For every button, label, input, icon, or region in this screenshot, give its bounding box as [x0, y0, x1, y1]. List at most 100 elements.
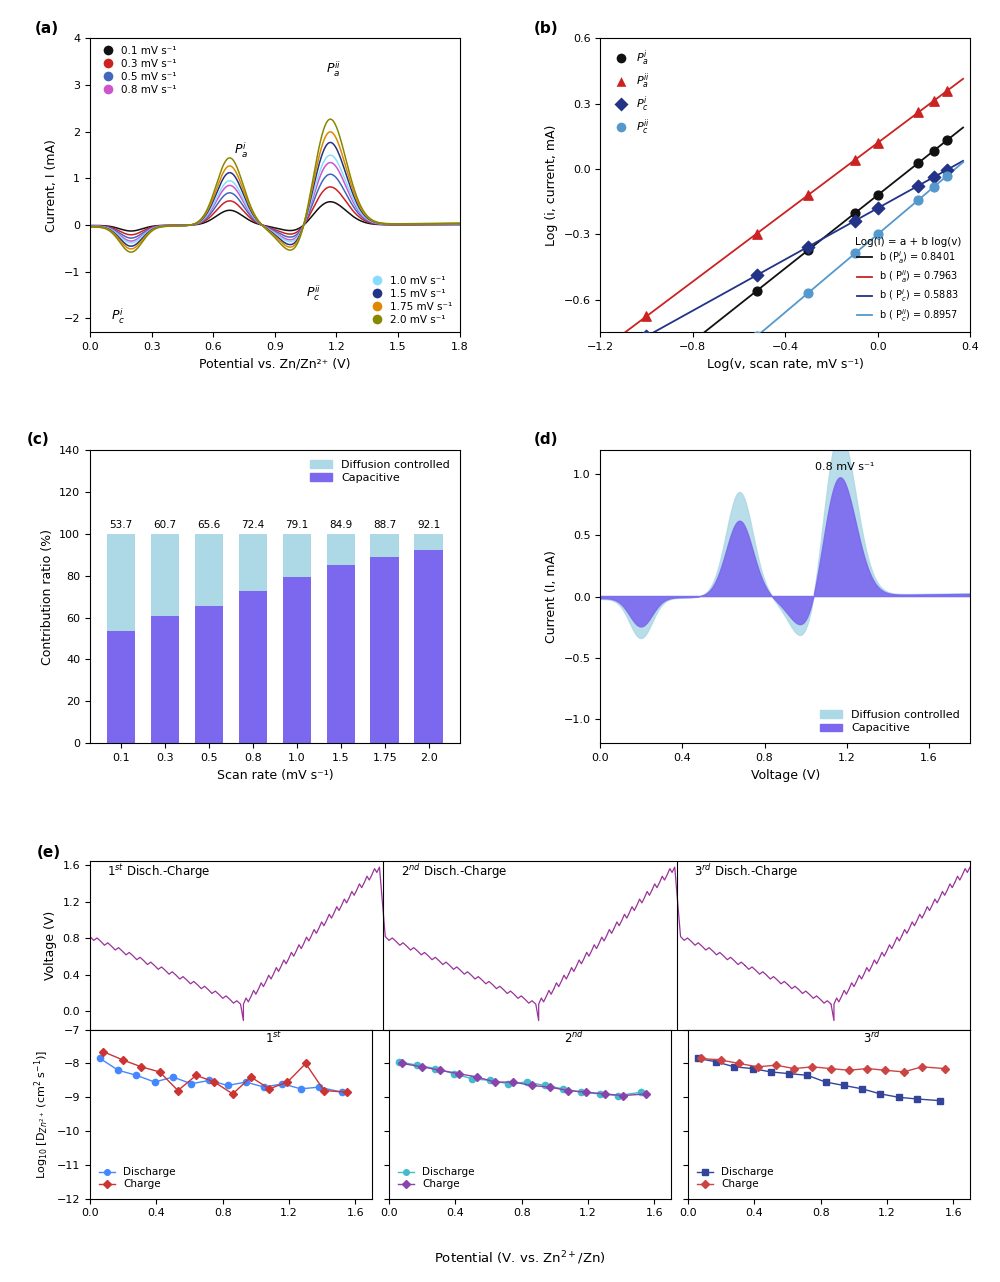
X-axis label: Log(v, scan rate, mV s⁻¹): Log(v, scan rate, mV s⁻¹) [707, 358, 864, 370]
Line: Discharge: Discharge [695, 1055, 943, 1104]
Point [926, 141, 942, 162]
Line: Charge: Charge [698, 1055, 948, 1076]
Bar [370, 533, 399, 558]
Charge [788, 1061, 800, 1077]
Y-axis label: Current, I (mA): Current, I (mA) [45, 138, 58, 232]
Point [870, 185, 886, 205]
Point [638, 419, 654, 440]
Discharge [874, 1086, 886, 1101]
Charge [806, 1059, 818, 1074]
Legend: Diffusion controlled, Capacitive: Diffusion controlled, Capacitive [816, 705, 964, 738]
Point [847, 210, 863, 231]
Charge [396, 1056, 408, 1072]
Text: 2$^{nd}$ Disch.-Charge: 2$^{nd}$ Disch.-Charge [401, 863, 507, 881]
Discharge [149, 1074, 161, 1090]
Point [638, 368, 654, 388]
Charge [825, 1061, 837, 1077]
Discharge [112, 1063, 124, 1078]
Charge [879, 1063, 891, 1078]
Charge [300, 1056, 312, 1072]
Text: 92.1: 92.1 [417, 520, 440, 531]
Discharge [295, 1081, 307, 1096]
Text: (c): (c) [27, 432, 50, 446]
Charge [770, 1058, 782, 1073]
Discharge [612, 1088, 624, 1104]
X-axis label: Potential vs. Zn/Zn²⁺ (V): Potential vs. Zn/Zn²⁺ (V) [199, 358, 351, 370]
Discharge [692, 1051, 704, 1067]
Y-axis label: Current (I, mA): Current (I, mA) [545, 550, 558, 644]
Charge [599, 1086, 611, 1101]
Bar [414, 550, 443, 744]
Discharge [336, 1085, 348, 1100]
Charge [434, 1063, 446, 1078]
Text: 79.1: 79.1 [285, 520, 308, 531]
Text: 53.7: 53.7 [109, 520, 133, 531]
Point [926, 167, 942, 187]
Discharge [594, 1086, 606, 1101]
Text: 3$^{rd}$: 3$^{rd}$ [863, 1031, 881, 1046]
Y-axis label: Log$_{10}$ [D$_{Zn^{2+}}$ (cm$^{2}$ s$^{-1}$)]: Log$_{10}$ [D$_{Zn^{2+}}$ (cm$^{2}$ s$^{… [33, 1050, 51, 1179]
Text: (a): (a) [35, 21, 59, 36]
Charge [208, 1074, 220, 1090]
Point [939, 129, 955, 150]
Charge [263, 1081, 275, 1096]
Discharge [783, 1065, 795, 1081]
Charge [861, 1061, 873, 1077]
Discharge [167, 1069, 179, 1085]
Discharge [911, 1091, 923, 1106]
Point [749, 223, 765, 244]
Point [910, 190, 926, 210]
Bar [151, 617, 179, 744]
Discharge [240, 1074, 252, 1090]
Discharge [820, 1074, 832, 1090]
Charge [939, 1061, 951, 1077]
Point [910, 153, 926, 173]
Charge [544, 1079, 556, 1095]
Line: Discharge: Discharge [396, 1059, 644, 1099]
Charge [135, 1059, 147, 1074]
Point [749, 326, 765, 346]
Point [939, 159, 955, 179]
Line: Charge: Charge [100, 1049, 350, 1097]
Discharge [130, 1068, 142, 1083]
Charge [245, 1069, 257, 1085]
Charge [190, 1068, 202, 1083]
Charge [453, 1065, 465, 1081]
Charge [281, 1074, 293, 1090]
Bar [327, 533, 355, 565]
Charge [916, 1059, 928, 1074]
Text: (b): (b) [534, 21, 558, 36]
Charge [562, 1083, 574, 1099]
Text: $P^{ii}_a$: $P^{ii}_a$ [326, 59, 341, 79]
Legend: b (P$^{i}_{a}$) = 0.8401, b ( P$^{ii}_{a}$) = 0.7963, b ( P$^{i}_{c}$) = 0.5883,: b (P$^{i}_{a}$) = 0.8401, b ( P$^{ii}_{a… [851, 233, 965, 327]
Discharge [575, 1085, 587, 1100]
Discharge [222, 1078, 234, 1094]
Discharge [934, 1094, 946, 1109]
Text: (e): (e) [37, 845, 61, 860]
Bar [151, 533, 179, 617]
Text: 3$^{rd}$ Disch.-Charge: 3$^{rd}$ Disch.-Charge [694, 863, 798, 881]
Bar [414, 533, 443, 550]
Point [870, 224, 886, 245]
Charge [97, 1044, 109, 1059]
Charge [154, 1064, 166, 1079]
Discharge [393, 1054, 405, 1069]
Bar [107, 533, 135, 631]
Discharge [411, 1058, 423, 1073]
Text: $P^i_a$: $P^i_a$ [234, 140, 248, 160]
Discharge [728, 1059, 740, 1074]
Charge [715, 1053, 727, 1068]
Charge [640, 1086, 652, 1101]
Charge [526, 1078, 538, 1094]
Text: $P^{ii}_c$: $P^{ii}_c$ [306, 283, 321, 303]
Legend: Diffusion controlled, Capacitive: Diffusion controlled, Capacitive [305, 455, 454, 487]
Point [926, 91, 942, 112]
Legend: Discharge, Charge: Discharge, Charge [394, 1163, 479, 1194]
Point [870, 197, 886, 218]
Discharge [466, 1070, 478, 1086]
Bar [283, 577, 311, 744]
Charge [695, 1051, 707, 1067]
Discharge [313, 1079, 325, 1095]
Text: $P^i_c$: $P^i_c$ [111, 306, 125, 326]
Charge [416, 1059, 428, 1074]
